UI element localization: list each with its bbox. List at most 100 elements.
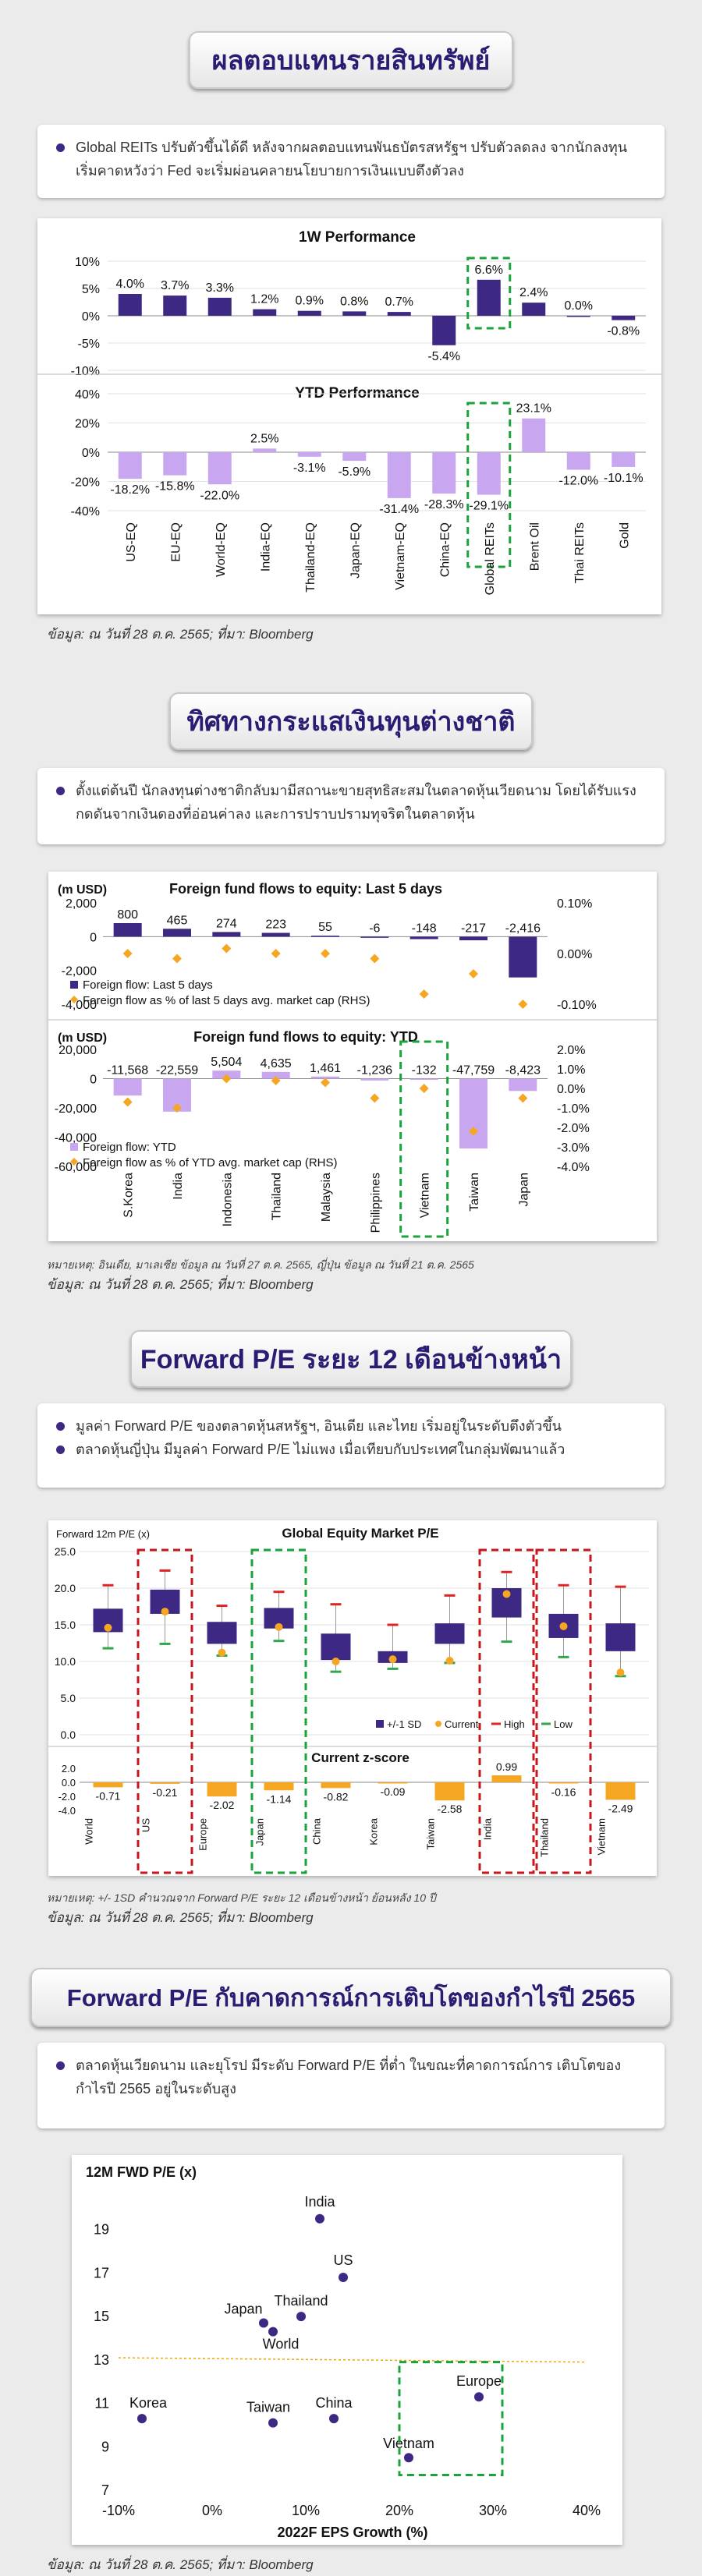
sd-bar	[207, 1622, 237, 1644]
chart-title: Foreign fund flows to equity: YTD	[193, 1029, 418, 1045]
bar	[253, 309, 277, 316]
bar	[477, 279, 501, 316]
data-label: -2.58	[438, 1803, 463, 1815]
chart-title: Current z-score	[311, 1750, 410, 1765]
y-tick-label: 20,000	[58, 1044, 97, 1057]
bar	[311, 1076, 339, 1079]
zscore-bar	[605, 1782, 636, 1800]
scatter-point	[137, 2414, 147, 2424]
rhs-marker	[321, 949, 330, 958]
data-label: -0.09	[381, 1785, 406, 1798]
current-marker	[559, 1622, 568, 1630]
x-tick-label: India	[172, 1173, 185, 1200]
y-tick-label: -4.0	[58, 1805, 76, 1817]
chart-card-flows: (m USD) Foreign fund flows to equity: Las…	[48, 872, 657, 1241]
y-tick-label: -4,000	[62, 999, 97, 1012]
zscore-bar	[491, 1775, 522, 1782]
y-tick-label: 2,000	[66, 897, 97, 911]
bar	[612, 452, 636, 467]
bar	[297, 452, 321, 457]
legend-marker	[435, 1721, 441, 1727]
section-title: Forward P/E ระยะ 12 เดือนข้างหน้า	[130, 1330, 572, 1388]
x-tick-label: Thailand	[271, 1173, 284, 1220]
bullet-item: Global REITs ปรับตัวขึ้นได้ดี หลังจากผลต…	[56, 136, 647, 182]
point-label: Taiwan	[246, 2400, 290, 2415]
data-label: -2.02	[210, 1799, 235, 1811]
legend-swatch	[376, 1720, 384, 1728]
point-label: World	[263, 2337, 300, 2352]
bullet-dot-icon	[56, 1422, 65, 1431]
y-tick-label: 10%	[75, 256, 100, 269]
y-tick-label: 25.0	[55, 1545, 76, 1558]
axis-unit-label: (m USD)	[58, 1031, 107, 1045]
y-tick-label: 15	[94, 2309, 109, 2324]
bar	[261, 1071, 290, 1079]
section-title: ทิศทางกระแสเงินทุนต่างชาติ	[169, 692, 533, 750]
scatter-point	[339, 2273, 348, 2282]
rhs-marker	[222, 1074, 232, 1084]
rhs-marker	[518, 1093, 528, 1103]
chart-title: Foreign fund flows to equity: Last 5 day…	[169, 881, 442, 897]
x-tick-label: China-EQ	[438, 522, 452, 577]
source-note: ข้อมูล: ณ วันที่ 28 ต.ค. 2565; ที่มา: Bl…	[47, 1910, 314, 1925]
data-label: -148	[412, 922, 437, 935]
bar	[566, 452, 590, 470]
bullet-item: ตั้งแต่ต้นปี นักลงทุนต่างชาติกลับมามีสถา…	[56, 779, 647, 826]
x-tick-label: 40%	[573, 2503, 601, 2518]
x-tick-label: Global REITs	[484, 522, 497, 595]
section-title-text: ทิศทางกระแสเงินทุนต่างชาติ	[186, 707, 516, 737]
point-label: Vietnam	[383, 2436, 434, 2451]
x-tick-label: Vietnam-EQ	[394, 522, 407, 590]
data-label: -217	[461, 922, 486, 935]
data-label: 274	[216, 917, 237, 930]
x-tick-label: Vietnam	[596, 1818, 608, 1855]
bar	[477, 452, 501, 495]
y2-tick-label: -4.0%	[557, 1161, 590, 1174]
zscore-bar	[93, 1782, 123, 1788]
bullet-card: ตลาดหุ้นเวียดนาม และยุโรป มีระดับ Forwar…	[37, 2043, 665, 2128]
x-tick-label: Gold	[618, 522, 631, 549]
data-label: -6	[369, 922, 380, 935]
bar	[432, 452, 456, 494]
y-axis-title: 12M FWD P/E (x)	[86, 2164, 197, 2180]
bullet-dot-icon	[56, 787, 65, 795]
zscore-bar	[207, 1782, 237, 1797]
y2-tick-label: 0.0%	[557, 1083, 585, 1096]
y-tick-label: 0.0	[62, 1777, 76, 1789]
x-tick-label: Thailand	[539, 1818, 551, 1857]
x-tick-label: Malaysia	[320, 1173, 333, 1222]
data-label: -22.0%	[200, 489, 239, 502]
chart-title: Global Equity Market P/E	[282, 1526, 438, 1541]
y-tick-label: -10%	[71, 365, 100, 378]
highlight-box	[478, 1548, 535, 1874]
data-label: -47,759	[452, 1064, 495, 1077]
rhs-marker	[271, 949, 281, 958]
rhs-marker	[122, 1097, 133, 1107]
section-title: Forward P/E กับคาดการณ์การเติบโตของกำไรป…	[30, 1968, 672, 2027]
data-label: -0.82	[324, 1790, 349, 1803]
x-tick-label: World-EQ	[214, 522, 228, 577]
data-label: -8,423	[505, 1064, 541, 1077]
bar	[163, 929, 191, 937]
bar	[163, 295, 187, 316]
x-tick-label: Korea	[368, 1817, 380, 1845]
bullet-item: ตลาดหุ้นญี่ปุ่น มีมูลค่า Forward P/E ไม่…	[56, 1438, 647, 1461]
y2-tick-label: -0.10%	[557, 999, 597, 1012]
current-marker	[104, 1623, 112, 1632]
x-tick-label: Brent Oil	[528, 522, 541, 571]
bar	[522, 418, 546, 452]
y-tick-label: 9	[101, 2439, 109, 2454]
highlight-box	[250, 1548, 307, 1874]
y2-tick-label: -1.0%	[557, 1102, 590, 1116]
y-tick-label: 20%	[75, 418, 100, 431]
data-label: -2,416	[505, 922, 541, 935]
rhs-marker	[172, 954, 182, 964]
x-tick-label: US	[140, 1818, 152, 1832]
zscore-bar	[378, 1782, 408, 1784]
legend-swatch	[70, 1143, 78, 1151]
data-label: -31.4%	[379, 503, 419, 516]
bar	[566, 316, 590, 317]
y-tick-label: 0	[90, 1074, 97, 1087]
bar	[459, 1078, 488, 1149]
bullet-card: ตั้งแต่ต้นปี นักลงทุนต่างชาติกลับมามีสถา…	[37, 768, 665, 844]
